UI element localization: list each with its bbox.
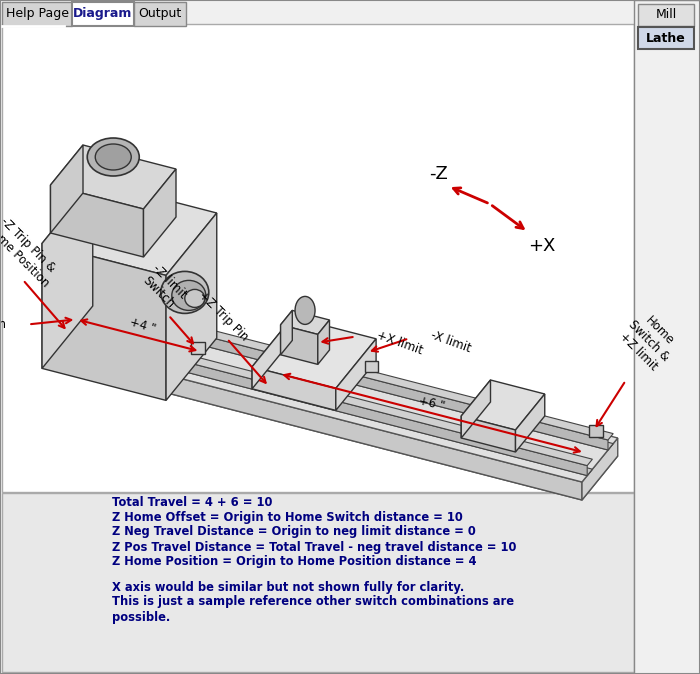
Text: +Z Trip Pin: +Z Trip Pin: [196, 288, 251, 343]
Text: Z Neg Travel Distance = Origin to neg limit distance = 0: Z Neg Travel Distance = Origin to neg li…: [112, 526, 476, 539]
Bar: [638, 27, 694, 49]
Ellipse shape: [95, 144, 132, 170]
Polygon shape: [515, 394, 545, 452]
Bar: [634, 0, 700, 674]
Bar: [2, 493, 634, 672]
Bar: [191, 342, 205, 354]
Text: -Z Trip Pin &
Home Position: -Z Trip Pin & Home Position: [0, 210, 62, 290]
FancyBboxPatch shape: [2, 2, 72, 26]
Text: Home
Switch &
+Z limit: Home Switch & +Z limit: [615, 307, 682, 375]
Polygon shape: [60, 333, 592, 476]
Polygon shape: [336, 339, 376, 410]
Polygon shape: [252, 317, 293, 389]
Text: Origin: Origin: [0, 318, 6, 331]
Polygon shape: [281, 311, 293, 355]
Polygon shape: [81, 307, 613, 450]
Text: +X: +X: [528, 237, 556, 255]
Polygon shape: [60, 324, 65, 340]
Text: Output: Output: [139, 7, 181, 20]
Text: Help Page: Help Page: [6, 7, 69, 20]
Polygon shape: [50, 185, 144, 257]
Bar: [365, 361, 379, 371]
FancyBboxPatch shape: [134, 2, 186, 26]
Ellipse shape: [295, 297, 315, 324]
Polygon shape: [50, 145, 83, 233]
Polygon shape: [166, 213, 217, 400]
Text: -Z limit
Switch: -Z limit Switch: [139, 262, 189, 312]
Polygon shape: [461, 416, 515, 452]
Text: Total Travel = 4 + 6 = 10: Total Travel = 4 + 6 = 10: [112, 495, 272, 508]
Polygon shape: [50, 145, 176, 209]
Text: Z Home Offset = Origin to Home Switch distance = 10: Z Home Offset = Origin to Home Switch di…: [112, 510, 463, 524]
Polygon shape: [42, 181, 217, 276]
Polygon shape: [281, 311, 330, 334]
Polygon shape: [144, 169, 176, 257]
Text: +4 ": +4 ": [127, 315, 157, 336]
Text: X axis would be similar but not shown fully for clarity.: X axis would be similar but not shown fu…: [112, 580, 464, 594]
Bar: [638, 4, 694, 26]
Polygon shape: [252, 367, 336, 410]
Polygon shape: [81, 304, 608, 450]
Ellipse shape: [185, 289, 205, 307]
Text: Mill: Mill: [655, 9, 677, 22]
Polygon shape: [461, 380, 545, 430]
Polygon shape: [81, 298, 613, 440]
Ellipse shape: [161, 272, 209, 313]
Ellipse shape: [172, 280, 206, 311]
Polygon shape: [461, 380, 491, 438]
Text: Z Pos Travel Distance = Total Travel - neg travel distance = 10: Z Pos Travel Distance = Total Travel - n…: [112, 541, 517, 553]
Text: +X limit: +X limit: [375, 328, 425, 357]
FancyBboxPatch shape: [72, 2, 134, 26]
Polygon shape: [55, 302, 617, 482]
Ellipse shape: [88, 138, 139, 176]
Text: Z Home Position = Origin to Home Position distance = 4: Z Home Position = Origin to Home Positio…: [112, 555, 477, 568]
Polygon shape: [55, 320, 617, 500]
Polygon shape: [60, 330, 587, 476]
Polygon shape: [81, 298, 86, 314]
Polygon shape: [55, 346, 582, 500]
Text: Diagram: Diagram: [74, 7, 133, 20]
Text: -Z: -Z: [428, 165, 447, 183]
Text: possible.: possible.: [112, 611, 170, 623]
Polygon shape: [281, 325, 318, 365]
Text: Lathe: Lathe: [646, 32, 686, 44]
Polygon shape: [42, 181, 92, 369]
Polygon shape: [60, 324, 592, 466]
Polygon shape: [318, 320, 330, 365]
Text: This is just a sample reference other switch combinations are: This is just a sample reference other sw…: [112, 596, 514, 609]
Bar: [589, 425, 603, 437]
Text: -X limit: -X limit: [429, 328, 472, 355]
Text: +6 ": +6 ": [418, 394, 447, 412]
Polygon shape: [582, 438, 617, 500]
Polygon shape: [42, 243, 166, 400]
Polygon shape: [252, 317, 376, 388]
Bar: [2, 24, 634, 492]
